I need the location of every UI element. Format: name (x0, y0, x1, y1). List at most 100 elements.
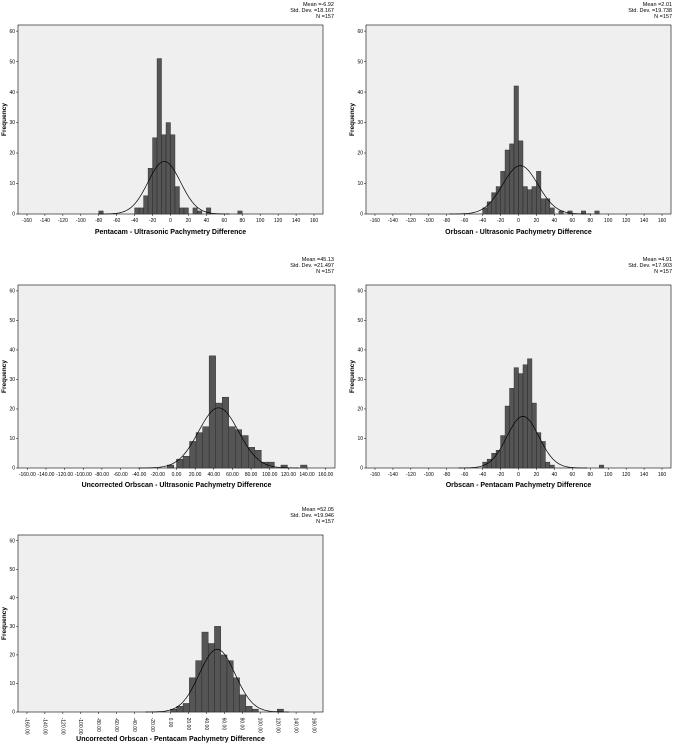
y-tick-label: 50 (9, 567, 15, 573)
y-tick-label: 60 (357, 29, 363, 35)
x-tick-label: -40 (131, 218, 138, 224)
x-tick-label: 140 (640, 218, 649, 224)
histogram-bar (491, 453, 497, 469)
y-tick-label: 10 (9, 436, 15, 442)
x-tick-label: -140.00 (41, 718, 47, 735)
x-tick-label: 140.00 (292, 718, 298, 734)
stats-mean: Mean =52.05 (301, 507, 334, 513)
y-tick-label: 0 (12, 466, 15, 472)
x-tick-label: -40 (479, 218, 486, 224)
y-axis-label: Frequency (1, 103, 8, 136)
x-tick-label: -120 (406, 472, 416, 478)
y-tick-label: 60 (9, 289, 15, 295)
x-tick-label: -160.00 (19, 472, 36, 478)
x-tick-label: 140 (292, 218, 301, 224)
x-tick-label: -60 (113, 218, 120, 224)
x-tick-label: -100 (76, 218, 86, 224)
x-tick-label: -120 (406, 218, 416, 224)
x-tick-label: -60.00 (113, 472, 127, 478)
histogram-bar (207, 643, 215, 713)
x-tick-label: 100 (604, 472, 613, 478)
x-tick-label: -20 (149, 218, 156, 224)
histogram-bar (513, 85, 519, 215)
y-tick-label: 50 (9, 59, 15, 65)
x-axis-label: Pentacam - Ultrasonic Pachymetry Differe… (95, 229, 246, 236)
x-tick-label: 160 (310, 218, 319, 224)
x-tick-label: 0 (517, 472, 520, 478)
x-tick-label: 60 (222, 218, 228, 224)
x-tick-label: -80 (95, 218, 102, 224)
x-tick-label: 80 (587, 218, 593, 224)
x-tick-label: 100 (604, 218, 613, 224)
x-tick-label: -140 (388, 472, 398, 478)
chart-svg: 0 10 20 30 40 50 60 -160.00 -140.00 -120.00 -100.0… (1, 534, 324, 743)
histogram-bar (599, 464, 604, 469)
x-tick-label: 20.00 (185, 718, 191, 731)
histogram-bar (215, 402, 223, 469)
y-tick-label: 20 (9, 653, 15, 659)
y-tick-label: 30 (9, 624, 15, 630)
plot-area (17, 284, 336, 469)
y-tick-label: 40 (357, 348, 363, 354)
x-tick-label: -140.00 (37, 472, 54, 478)
y-tick-label: 30 (357, 377, 363, 383)
histogram-bar (206, 207, 212, 215)
plot-area (17, 534, 324, 713)
histogram-bar (522, 186, 528, 215)
x-tick-label: 60 (570, 218, 576, 224)
histogram-bar (182, 455, 190, 469)
histogram-bar (300, 464, 308, 469)
histogram-bar (504, 149, 510, 215)
y-tick-label: 0 (360, 466, 363, 472)
x-tick-label: -100 (424, 472, 434, 478)
x-tick-label: 0.00 (172, 472, 182, 478)
normal-curve (458, 416, 588, 469)
histogram-bar (138, 207, 144, 215)
stats-sd: Std. Dev. =19.946 (290, 513, 334, 519)
y-tick-label: 50 (357, 318, 363, 324)
x-tick-label: -40.00 (132, 472, 146, 478)
y-tick-label: 10 (9, 681, 15, 687)
histogram-bar (527, 189, 533, 215)
x-tick-label: -160 (22, 218, 32, 224)
stats-box: Mean =-6.92 Std. Dev. =18.167 N =157 (290, 2, 334, 20)
x-tick-label: 120.00 (275, 718, 281, 734)
histogram-bar (208, 355, 216, 469)
stats-n: N =157 (316, 14, 334, 20)
y-axis-label: Frequency (1, 360, 8, 393)
y-tick-label: 40 (9, 90, 15, 96)
histogram-orbscan-pentacam: Mean =4.91 Std. Dev. =17.903 N =157 0 10 2… (338, 255, 676, 497)
histogram-bar (518, 140, 524, 215)
x-tick-label: 60.00 (226, 472, 239, 478)
histogram-bar (241, 435, 249, 469)
histogram-bar (513, 367, 519, 469)
histogram-bar (156, 58, 162, 215)
x-tick-label: -160 (370, 218, 380, 224)
histogram-bar (174, 186, 180, 215)
histogram-bar (221, 396, 229, 469)
histogram-bar (220, 654, 228, 713)
x-tick-label: 80.00 (239, 718, 245, 731)
histogram-bar (166, 464, 174, 469)
x-tick-label: 20.00 (189, 472, 202, 478)
x-tick-label: -120.00 (56, 472, 73, 478)
normal-curve (138, 407, 299, 469)
histogram-bar (248, 447, 256, 469)
x-tick-label: -160 (370, 472, 380, 478)
x-tick-label: 0 (517, 218, 520, 224)
histogram-bar (98, 210, 104, 215)
x-tick-label: -60.00 (113, 718, 119, 732)
stats-mean: Mean =4.91 (642, 257, 672, 263)
stats-sd: Std. Dev. =19.738 (628, 8, 672, 14)
histogram-bar (509, 388, 515, 469)
y-tick-label: 30 (357, 120, 363, 126)
y-axis-label: Frequency (349, 103, 356, 136)
x-tick-label: 120 (622, 472, 631, 478)
stats-mean: Mean =45.13 (301, 257, 334, 263)
y-tick-label: 40 (9, 348, 15, 354)
stats-n: N =157 (654, 269, 672, 275)
x-tick-label: 160 (658, 472, 667, 478)
x-tick-label: 40.00 (203, 718, 209, 731)
histogram-bar (549, 207, 555, 215)
x-tick-label: 80 (587, 472, 593, 478)
